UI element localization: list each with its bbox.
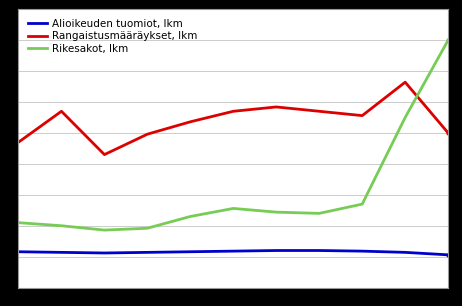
Legend: Alioikeuden tuomiot, lkm, Rangaistusmääräykset, lkm, Rikesakot, lkm: Alioikeuden tuomiot, lkm, Rangaistusmäär… [24, 14, 201, 58]
